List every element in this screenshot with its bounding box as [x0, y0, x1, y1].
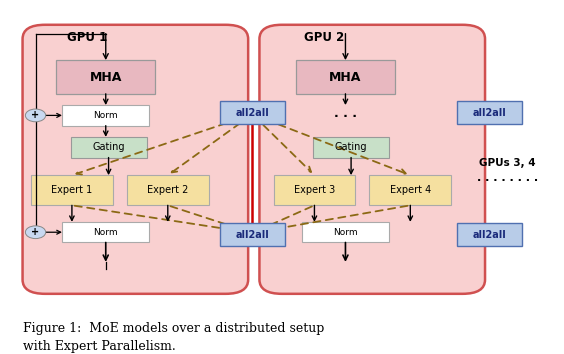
Text: all2all: all2all: [473, 230, 506, 240]
Text: Gating: Gating: [335, 142, 367, 152]
Text: MHA: MHA: [90, 71, 122, 84]
FancyBboxPatch shape: [296, 60, 395, 94]
FancyBboxPatch shape: [220, 223, 285, 246]
Text: MHA: MHA: [329, 71, 362, 84]
Text: Expert 4: Expert 4: [390, 185, 431, 195]
FancyBboxPatch shape: [127, 175, 209, 205]
FancyBboxPatch shape: [457, 223, 522, 246]
FancyBboxPatch shape: [31, 175, 113, 205]
Text: GPUs 3, 4: GPUs 3, 4: [479, 158, 536, 168]
Text: Norm: Norm: [333, 228, 358, 237]
Text: all2all: all2all: [236, 230, 269, 240]
Text: Expert 3: Expert 3: [294, 185, 335, 195]
FancyBboxPatch shape: [70, 137, 147, 158]
FancyBboxPatch shape: [62, 222, 149, 242]
Text: Norm: Norm: [94, 111, 118, 120]
Text: Gating: Gating: [92, 142, 125, 152]
Text: Figure 1:  MoE models over a distributed setup
with Expert Parallelism.: Figure 1: MoE models over a distributed …: [23, 322, 324, 353]
Text: Expert 1: Expert 1: [51, 185, 92, 195]
FancyBboxPatch shape: [62, 105, 149, 126]
Text: +: +: [32, 110, 39, 120]
FancyBboxPatch shape: [457, 101, 522, 124]
FancyBboxPatch shape: [23, 25, 248, 294]
Text: Norm: Norm: [94, 228, 118, 237]
FancyBboxPatch shape: [220, 101, 285, 124]
Text: · · · · · · · ·: · · · · · · · ·: [477, 176, 538, 185]
Text: all2all: all2all: [473, 108, 506, 118]
Text: GPU 1: GPU 1: [67, 31, 108, 44]
FancyBboxPatch shape: [56, 60, 155, 94]
Text: Expert 2: Expert 2: [147, 185, 188, 195]
FancyBboxPatch shape: [274, 175, 355, 205]
Text: GPU 2: GPU 2: [304, 31, 345, 44]
FancyBboxPatch shape: [369, 175, 451, 205]
FancyBboxPatch shape: [302, 222, 389, 242]
Text: · · ·: · · ·: [334, 110, 357, 123]
Circle shape: [25, 109, 46, 122]
FancyBboxPatch shape: [313, 137, 389, 158]
Text: +: +: [32, 227, 39, 237]
Text: all2all: all2all: [236, 108, 269, 118]
Circle shape: [25, 226, 46, 239]
FancyBboxPatch shape: [259, 25, 485, 294]
